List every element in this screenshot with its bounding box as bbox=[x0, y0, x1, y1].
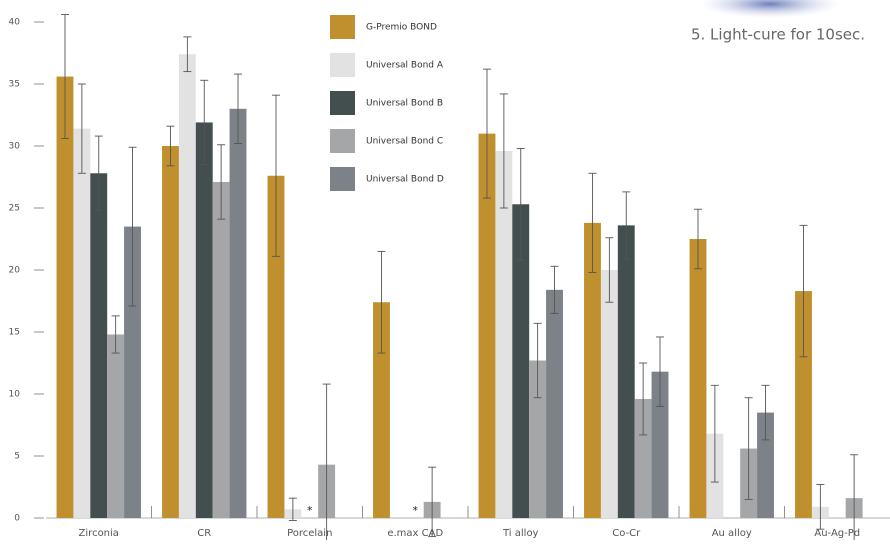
error-bar bbox=[816, 484, 825, 530]
bar bbox=[634, 398, 652, 518]
error-bar bbox=[533, 322, 542, 399]
bar bbox=[617, 225, 635, 519]
x-tick-label: Co-Cr bbox=[612, 528, 641, 539]
annotation: 5. Light-cure for 10sec. bbox=[691, 26, 865, 44]
legend-swatch bbox=[330, 91, 355, 115]
bar bbox=[229, 108, 247, 519]
error-bar bbox=[499, 93, 508, 209]
bar bbox=[373, 302, 390, 518]
error-bar bbox=[183, 36, 192, 73]
y-tick-label: 5 bbox=[14, 452, 20, 462]
error-bar bbox=[60, 14, 69, 140]
error-bar bbox=[622, 191, 631, 260]
error-bar bbox=[588, 172, 597, 273]
y-tick-label: 30 bbox=[9, 142, 21, 152]
value-label: * bbox=[413, 504, 419, 517]
bar bbox=[212, 181, 230, 518]
legend-label: Universal Bond A bbox=[366, 61, 444, 71]
error-bar bbox=[234, 73, 243, 144]
bar bbox=[757, 412, 774, 518]
x-tick-label: CR bbox=[197, 528, 211, 539]
y-tick-label: 40 bbox=[9, 18, 21, 28]
legend-label: G-Premio BOND bbox=[366, 23, 437, 33]
bar bbox=[267, 175, 285, 518]
bar bbox=[584, 222, 601, 518]
bar bbox=[107, 334, 125, 518]
error-bar bbox=[428, 466, 437, 538]
error-bar bbox=[516, 148, 525, 261]
y-tick-label: 0 bbox=[14, 514, 20, 524]
x-tick-label: Au alloy bbox=[712, 528, 752, 539]
bar bbox=[495, 150, 513, 518]
error-bar bbox=[322, 383, 331, 544]
error-bar bbox=[217, 144, 226, 220]
bar bbox=[546, 289, 563, 518]
error-bar bbox=[482, 68, 491, 199]
legend-swatch bbox=[330, 53, 355, 77]
x-tick-label: Ti alloy bbox=[502, 528, 539, 539]
legend-swatch bbox=[330, 129, 355, 153]
error-bar bbox=[377, 250, 386, 354]
bar bbox=[478, 133, 496, 518]
error-bar bbox=[200, 79, 209, 166]
error-bar bbox=[710, 384, 719, 483]
bar bbox=[195, 122, 213, 518]
x-tick-label: Au-Ag-Pd bbox=[814, 528, 860, 539]
bar bbox=[162, 146, 179, 518]
value-label: * bbox=[307, 504, 313, 517]
y-tick-label: 10 bbox=[9, 390, 21, 400]
error-bar bbox=[288, 497, 297, 521]
y-tick-label: 35 bbox=[9, 80, 20, 90]
legend-label: Universal Bond D bbox=[366, 175, 444, 185]
y-tick-label: 25 bbox=[9, 204, 20, 214]
bar bbox=[90, 173, 108, 518]
bar bbox=[56, 76, 74, 518]
x-tick-label: e.max CAD bbox=[387, 528, 443, 539]
legend-label: Universal Bond B bbox=[366, 99, 443, 109]
x-tick-label: Porcelain bbox=[287, 528, 332, 539]
error-bar bbox=[761, 384, 770, 441]
bar bbox=[512, 204, 530, 518]
decor-image bbox=[700, 0, 840, 18]
error-bar bbox=[605, 237, 614, 303]
y-tick-label: 15 bbox=[9, 328, 20, 338]
legend-swatch bbox=[330, 15, 355, 39]
error-bar bbox=[693, 208, 702, 270]
bar bbox=[689, 239, 707, 518]
bar bbox=[73, 128, 91, 518]
bar bbox=[600, 270, 618, 518]
bar bbox=[651, 371, 669, 518]
bar bbox=[124, 226, 141, 518]
error-bar bbox=[656, 336, 665, 407]
legend-label: Universal Bond C bbox=[366, 137, 443, 147]
bar bbox=[529, 360, 547, 518]
error-bar bbox=[111, 315, 120, 354]
error-bar bbox=[639, 362, 648, 436]
error-bar bbox=[166, 125, 175, 167]
error-bar bbox=[799, 224, 808, 358]
error-bar bbox=[94, 135, 103, 211]
error-bar bbox=[77, 83, 86, 174]
error-bar bbox=[550, 265, 559, 314]
error-bar bbox=[271, 94, 280, 257]
legend-swatch bbox=[330, 167, 355, 191]
bar bbox=[795, 291, 812, 518]
error-bar bbox=[128, 146, 137, 307]
bar bbox=[178, 54, 196, 519]
error-bar bbox=[744, 397, 753, 500]
y-tick-label: 20 bbox=[9, 266, 21, 276]
x-tick-label: Zirconia bbox=[79, 528, 119, 539]
